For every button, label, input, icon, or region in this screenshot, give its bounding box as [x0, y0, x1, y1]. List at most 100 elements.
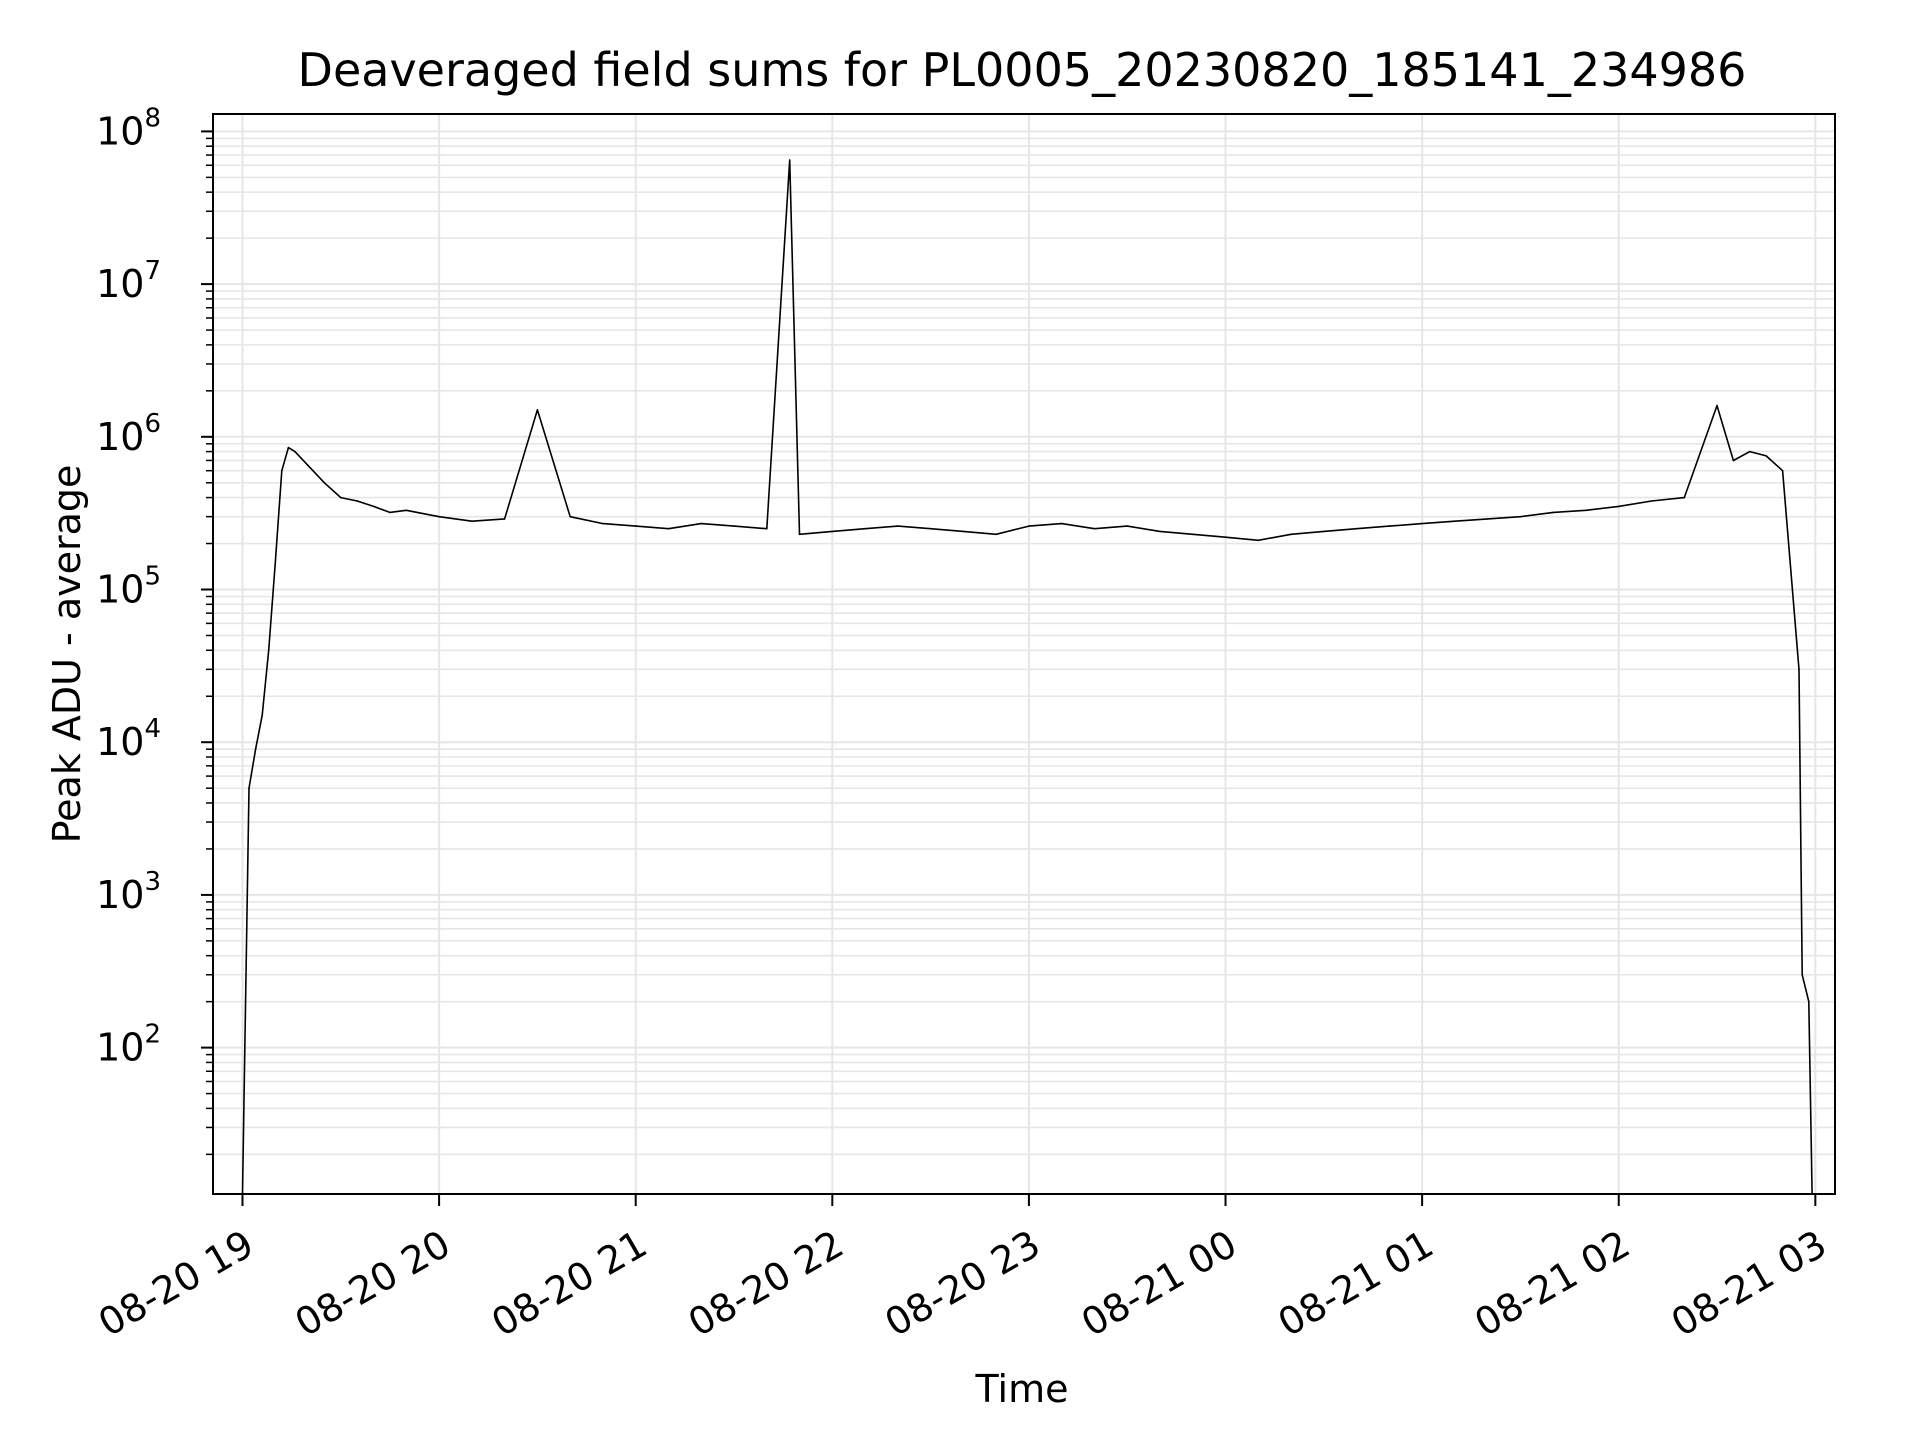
data-point [307, 464, 309, 467]
x-tick-label: 08-20 20 [288, 1222, 458, 1346]
y-tick-base: 10 [96, 415, 144, 459]
y-tick-base: 10 [96, 873, 144, 917]
data-point [995, 533, 997, 536]
x-tick-label: 08-21 01 [1271, 1222, 1441, 1346]
data-point [1454, 520, 1456, 522]
data-point [281, 469, 283, 472]
y-tick-exponent: 7 [144, 256, 161, 286]
data-point [897, 525, 899, 527]
data-point [1224, 536, 1227, 538]
data-point [405, 509, 408, 512]
x-axis-label: Time [975, 1367, 1069, 1411]
y-tick-base: 10 [96, 262, 144, 306]
y-tick-exponent: 6 [144, 409, 161, 439]
data-point [1060, 522, 1063, 525]
data-point [1355, 527, 1358, 530]
series-layer [241, 159, 1813, 1195]
x-tick-label: 08-20 23 [877, 1222, 1047, 1346]
y-tick-label: 104 [96, 714, 161, 764]
y-tick-base: 10 [96, 568, 144, 612]
data-point [438, 515, 440, 518]
data-point [962, 530, 965, 533]
data-point [1801, 974, 1803, 976]
data-point [733, 525, 735, 527]
data-point [267, 649, 270, 652]
data-point [372, 505, 375, 508]
data-point [569, 515, 571, 518]
data-point [1617, 505, 1620, 508]
data-point [1781, 469, 1784, 472]
y-axis-label: Peak ADU - average [45, 465, 89, 844]
data-point [1421, 522, 1423, 525]
x-tick-label: 08-21 00 [1074, 1222, 1244, 1346]
data-point [1798, 668, 1800, 671]
x-tick-label: 08-21 03 [1664, 1222, 1834, 1346]
data-point [864, 527, 866, 530]
data-point [1159, 530, 1161, 533]
data-point [766, 527, 768, 530]
y-tick-base: 10 [96, 1026, 144, 1070]
data-point [798, 533, 801, 536]
data-point [471, 520, 473, 522]
y-tick-label: 102 [96, 1020, 161, 1070]
data-point [1808, 1000, 1810, 1003]
data-point [1791, 588, 1794, 591]
data-point [1749, 450, 1751, 453]
data-point [634, 525, 637, 527]
data-point [356, 500, 359, 502]
data-point [503, 518, 506, 520]
data-point [667, 527, 670, 530]
data-point [261, 714, 264, 717]
data-point [536, 409, 539, 411]
x-tick-label: 08-20 21 [484, 1222, 654, 1346]
data-point [1388, 525, 1391, 527]
data-point [340, 496, 342, 499]
y-tick-base: 10 [96, 109, 144, 153]
data-point [831, 530, 834, 533]
data-point [1650, 500, 1653, 502]
data-point [1552, 511, 1554, 514]
data-point [254, 748, 257, 750]
data-point [700, 522, 702, 525]
data-point [287, 446, 290, 449]
y-tick-label: 103 [96, 867, 161, 917]
data-point [248, 787, 250, 789]
y-tick-label: 107 [96, 256, 161, 306]
x-tick-label: 08-21 02 [1467, 1222, 1637, 1346]
y-tick-exponent: 2 [144, 1020, 161, 1050]
data-point [1192, 533, 1194, 536]
x-tick-label: 08-20 19 [91, 1222, 261, 1346]
x-axis: 08-20 19 08-20 20 08-20 21 08-20 22 08-20 23… [91, 1194, 1834, 1345]
data-point [1683, 496, 1686, 499]
y-tick-exponent: 5 [144, 562, 161, 592]
series-line [241, 159, 1813, 1195]
x-tick-label: 08-20 22 [681, 1222, 851, 1346]
data-point [1126, 525, 1128, 527]
chart-title: Deaveraged field sums for PL0005_2023082… [298, 43, 1747, 97]
data-point [1716, 404, 1718, 407]
y-tick-label: 108 [96, 103, 161, 153]
data-point [1257, 539, 1260, 542]
grid [213, 114, 1835, 1194]
y-tick-label: 105 [96, 562, 161, 612]
y-tick-exponent: 4 [144, 714, 161, 744]
data-point [1290, 533, 1292, 536]
data-point [1765, 455, 1767, 457]
data-point [1093, 527, 1096, 530]
data-point [602, 522, 604, 525]
data-point [294, 450, 296, 453]
data-point [323, 482, 326, 484]
y-tick-base: 10 [96, 720, 144, 764]
data-point [1519, 515, 1522, 518]
data-point [389, 511, 391, 514]
y-tick-exponent: 3 [144, 867, 161, 897]
data-point [1732, 459, 1735, 462]
data-point [274, 561, 277, 564]
y-tick-label: 106 [96, 409, 161, 459]
plot-frame [212, 113, 1836, 1195]
data-point [1028, 525, 1030, 527]
data-point [1585, 509, 1587, 512]
data-point [1323, 530, 1325, 533]
